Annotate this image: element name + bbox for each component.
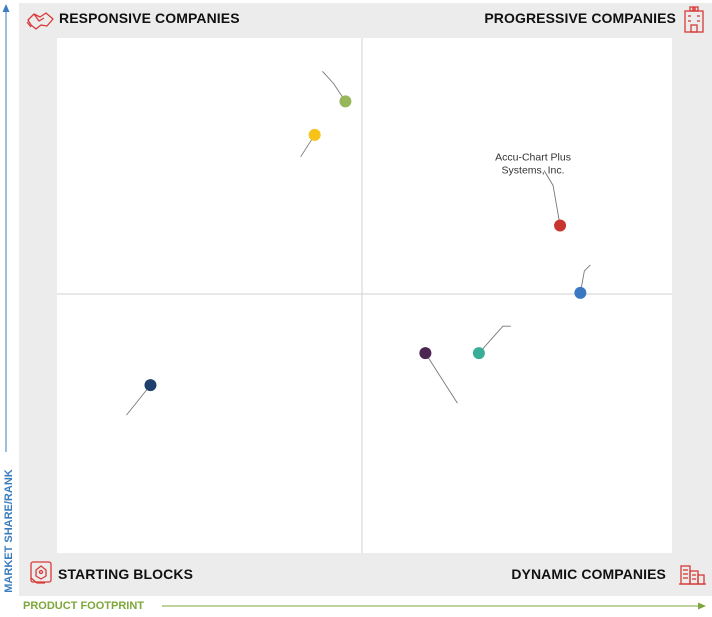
x-axis-arrowhead [698,602,706,610]
quadrant-label-starting-blocks: STARTING BLOCKS [58,566,194,582]
company-marker[interactable] [574,286,587,299]
leader-line [425,352,458,404]
company-marker[interactable] [419,347,432,360]
x-axis-label: PRODUCT FOOTPRINT [23,600,144,612]
y-axis-label: MARKET SHARE/RANK [3,469,15,593]
company-label: Accu-Chart Plus Systems, Inc. [495,151,571,176]
y-axis-arrowhead [2,4,10,12]
leader-line [126,384,151,416]
quadrant-label-progressive: PROGRESSIVE COMPANIES [484,10,676,26]
points-layer: Accu-Chart Plus Systems, Inc. [126,71,591,416]
building-icon [684,6,704,33]
company-marker[interactable] [472,347,485,360]
company-marker[interactable] [339,95,352,108]
leader-line [322,71,346,102]
quadrant-label-responsive: RESPONSIVE COMPANIES [59,10,240,26]
company-marker[interactable] [144,379,157,392]
leader-line [478,325,511,354]
city-icon [679,565,706,585]
leader-line [579,264,591,294]
handshake-icon [26,12,54,30]
leader-line [543,170,561,226]
quadrant-label-dynamic: DYNAMIC COMPANIES [511,566,666,582]
company-marker[interactable] [554,219,567,232]
company-marker[interactable] [308,128,321,141]
puzzle-hand-icon [30,561,52,584]
plot-area [57,38,672,553]
